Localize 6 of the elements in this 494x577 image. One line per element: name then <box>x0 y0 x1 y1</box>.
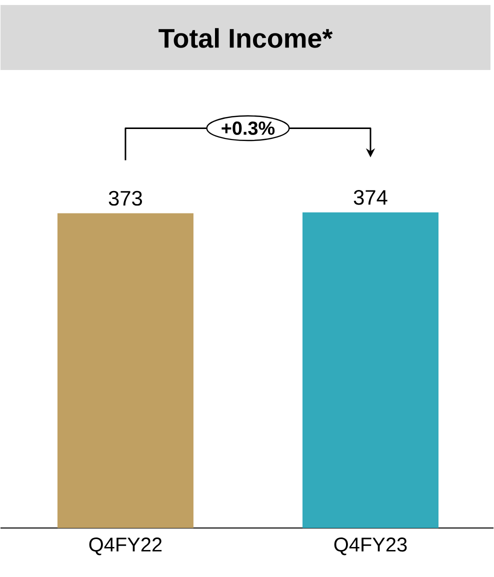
x-tick-label: Q4FY23 <box>334 538 407 556</box>
data-label: 373 <box>108 190 142 206</box>
text: +0.3% <box>222 121 275 135</box>
chart-title: Total Income* <box>158 28 333 48</box>
x-tick-label: Q4FY22 <box>89 538 162 556</box>
data-label: 374 <box>354 190 388 205</box>
